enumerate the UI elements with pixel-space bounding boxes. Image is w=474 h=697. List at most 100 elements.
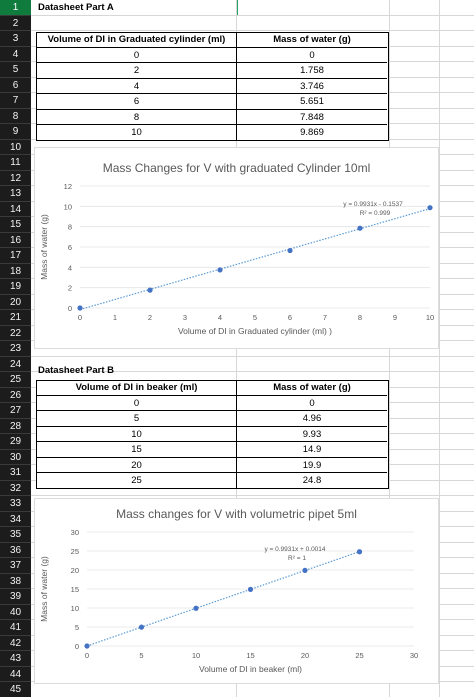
table-cell[interactable]: 15: [37, 442, 237, 458]
spreadsheet-grid[interactable]: Datasheet Part A Volume of DI in Graduat…: [31, 0, 474, 697]
row-number[interactable]: 27: [0, 403, 31, 419]
row-number[interactable]: 38: [0, 574, 31, 589]
table-cell[interactable]: 0: [309, 397, 315, 409]
data-point: [356, 549, 363, 555]
table-cell[interactable]: 20: [37, 457, 237, 473]
table-cell[interactable]: 5.651: [300, 96, 324, 107]
row-number[interactable]: 15: [0, 217, 31, 233]
table-cell[interactable]: 24.8: [302, 475, 322, 486]
row-number[interactable]: 44: [0, 667, 31, 682]
chart-graduated-cylinder[interactable]: Mass Changes for V with graduated Cylind…: [34, 147, 439, 349]
chart-title: Mass Changes for V with graduated Cylind…: [103, 161, 370, 175]
grid-row-line: [31, 30, 474, 31]
row-number[interactable]: 11: [0, 155, 31, 171]
x-tick-label: 25: [355, 651, 363, 660]
row-number[interactable]: 42: [0, 636, 31, 651]
table-cell[interactable]: 9.93: [302, 428, 322, 440]
row-number[interactable]: 17: [0, 248, 31, 264]
table-cell[interactable]: 0: [37, 47, 237, 63]
row-number[interactable]: 35: [0, 527, 31, 543]
row-number[interactable]: 33: [0, 496, 31, 512]
selected-cell-indicator: [236, 0, 238, 15]
trendline-equation: y = 0.9931x - 0.1537: [343, 201, 403, 208]
row-number[interactable]: 41: [0, 620, 31, 636]
row-number[interactable]: 12: [0, 171, 31, 186]
row-number[interactable]: 43: [0, 651, 31, 667]
chart-volumetric-pipet[interactable]: Mass changes for V with volumetric pipet…: [34, 498, 439, 684]
row-number[interactable]: 19: [0, 279, 31, 295]
chart-svg: Mass changes for V with volumetric pipet…: [39, 507, 418, 674]
row-number[interactable]: 14: [0, 202, 31, 217]
row-number[interactable]: 2: [0, 16, 31, 31]
column-header[interactable]: Mass of water (g): [273, 34, 351, 45]
table-cell[interactable]: 6: [37, 94, 237, 110]
table-cell[interactable]: 10: [37, 426, 237, 442]
table-cell[interactable]: 25: [37, 473, 237, 489]
row-number[interactable]: 24: [0, 357, 31, 372]
x-tick-label: 7: [323, 313, 327, 322]
row-number[interactable]: 6: [0, 78, 31, 93]
x-tick-label: 2: [148, 313, 152, 322]
table-cell[interactable]: 0: [37, 395, 237, 411]
row-number[interactable]: 5: [0, 62, 31, 78]
row-number[interactable]: 29: [0, 434, 31, 450]
row-number[interactable]: 45: [0, 682, 31, 697]
table-cell[interactable]: 7.848: [300, 111, 324, 123]
table-header-row: Volume of DI in beaker (ml) Mass of water…: [37, 380, 387, 396]
column-header[interactable]: Volume of DI in beaker (ml): [37, 380, 237, 396]
y-tick-label: 2: [68, 284, 72, 293]
table-cell[interactable]: 2: [37, 63, 237, 79]
row-number[interactable]: 8: [0, 109, 31, 124]
row-number[interactable]: 36: [0, 543, 31, 558]
row-number[interactable]: 23: [0, 341, 31, 357]
table-cell[interactable]: 1.758: [300, 65, 324, 76]
table-cell[interactable]: 0: [309, 49, 315, 61]
row-number[interactable]: 18: [0, 264, 31, 279]
table-cell[interactable]: 5: [37, 411, 237, 427]
row-number[interactable]: 4: [0, 47, 31, 62]
trendline: [79, 208, 431, 311]
row-number[interactable]: 39: [0, 589, 31, 605]
data-point: [427, 205, 433, 211]
data-point: [287, 247, 293, 254]
row-number[interactable]: 21: [0, 310, 31, 326]
row-number[interactable]: 25: [0, 372, 31, 388]
table-cell[interactable]: 10: [37, 125, 237, 141]
x-tick-label: 3: [183, 313, 187, 322]
datasheet-b-table[interactable]: Volume of DI in beaker (ml) Mass of water…: [36, 380, 389, 489]
column-header[interactable]: Volume of DI in Graduated cylinder (ml): [37, 32, 237, 48]
row-number[interactable]: 26: [0, 388, 31, 403]
row-number[interactable]: 32: [0, 481, 31, 496]
row-number[interactable]: 7: [0, 93, 31, 109]
row-number[interactable]: 1: [0, 0, 31, 16]
row-number[interactable]: 3: [0, 31, 31, 47]
row-number[interactable]: 22: [0, 326, 31, 341]
table-cell[interactable]: 19.9: [302, 459, 322, 471]
row-number[interactable]: 31: [0, 465, 31, 481]
grid-row-line: [31, 14, 474, 16]
x-tick-label: 10: [426, 313, 434, 322]
x-tick-label: 9: [393, 313, 397, 322]
row-number[interactable]: 40: [0, 605, 31, 620]
row-number[interactable]: 34: [0, 512, 31, 527]
table-cell[interactable]: 8: [37, 109, 237, 125]
row-number[interactable]: 10: [0, 140, 31, 155]
y-tick-label: 0: [68, 304, 72, 313]
row-number[interactable]: 28: [0, 419, 31, 434]
table-cell[interactable]: 3.746: [300, 80, 324, 92]
row-number[interactable]: 37: [0, 558, 31, 574]
row-number[interactable]: 16: [0, 233, 31, 248]
row-number[interactable]: 20: [0, 295, 31, 310]
y-tick-label: 8: [68, 223, 72, 232]
table-cell[interactable]: 14.9: [302, 444, 322, 455]
table-cell[interactable]: 4.96: [302, 413, 322, 424]
table-cell[interactable]: 4: [37, 78, 237, 94]
x-tick-label: 20: [301, 651, 309, 660]
row-number[interactable]: 9: [0, 124, 31, 140]
datasheet-a-table[interactable]: Volume of DI in Graduated cylinder (ml) M…: [36, 32, 389, 141]
x-tick-label: 4: [218, 313, 222, 322]
row-number[interactable]: 30: [0, 450, 31, 465]
column-header[interactable]: Mass of water (g): [273, 382, 351, 393]
table-cell[interactable]: 9.869: [300, 127, 324, 138]
row-number[interactable]: 13: [0, 186, 31, 202]
